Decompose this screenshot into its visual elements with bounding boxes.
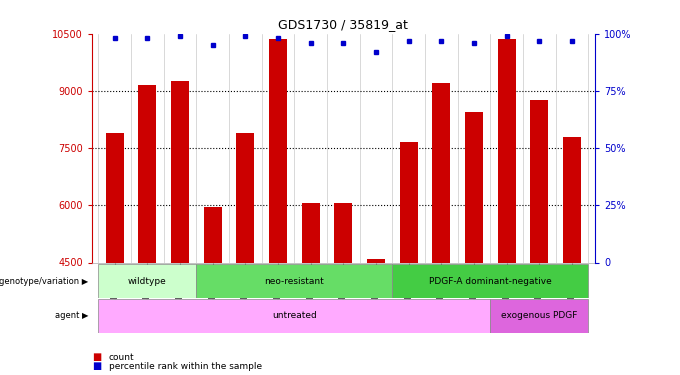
Bar xyxy=(498,39,515,262)
Bar xyxy=(99,264,197,298)
Bar xyxy=(392,264,588,298)
Text: agent ▶: agent ▶ xyxy=(55,311,88,320)
Bar xyxy=(171,81,189,262)
Text: wildtype: wildtype xyxy=(128,277,167,286)
Text: genotype/variation ▶: genotype/variation ▶ xyxy=(0,277,88,286)
Bar xyxy=(530,100,549,262)
Text: ■: ■ xyxy=(92,352,101,362)
Bar xyxy=(269,39,287,262)
Bar xyxy=(99,299,490,333)
Bar xyxy=(237,133,254,262)
Text: ■: ■ xyxy=(92,362,101,371)
Bar xyxy=(138,85,156,262)
Text: exogenous PDGF: exogenous PDGF xyxy=(501,311,577,320)
Bar xyxy=(400,142,418,262)
Bar xyxy=(335,203,352,262)
Bar xyxy=(563,137,581,262)
Bar xyxy=(432,83,450,262)
Bar xyxy=(465,112,483,262)
Bar xyxy=(367,259,385,262)
Bar xyxy=(204,207,222,262)
Bar xyxy=(302,203,320,262)
Bar xyxy=(197,264,392,298)
Text: untreated: untreated xyxy=(272,311,317,320)
Bar xyxy=(490,299,588,333)
Text: percentile rank within the sample: percentile rank within the sample xyxy=(109,362,262,371)
Text: count: count xyxy=(109,352,135,362)
Text: neo-resistant: neo-resistant xyxy=(265,277,324,286)
Text: PDGF-A dominant-negative: PDGF-A dominant-negative xyxy=(429,277,551,286)
Bar xyxy=(105,133,124,262)
Title: GDS1730 / 35819_at: GDS1730 / 35819_at xyxy=(279,18,408,31)
